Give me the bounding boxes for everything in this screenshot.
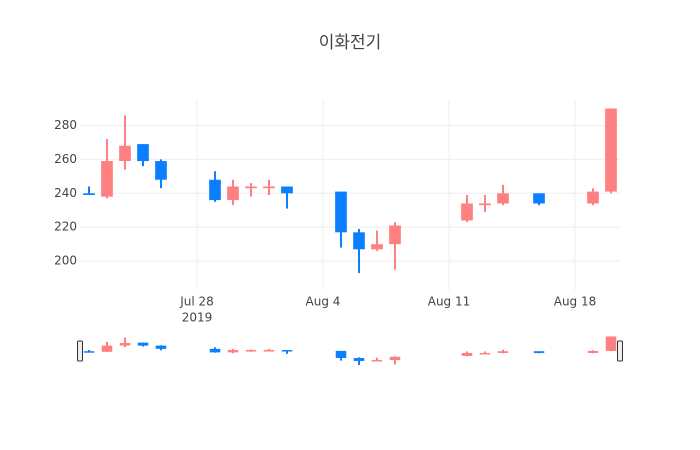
candle-body (281, 186, 293, 194)
chart-title: 이화전기 (319, 33, 382, 53)
y-tick-label: 200 (54, 254, 77, 268)
candle-body (587, 191, 599, 204)
slider-candle-body (371, 360, 383, 362)
slider-candle-body (587, 350, 599, 353)
slider-candle-body (245, 350, 257, 352)
candle-body (101, 161, 113, 197)
slider-candle-body (461, 352, 473, 356)
slider-candle-body (101, 345, 113, 352)
y-tick-label: 240 (54, 186, 77, 200)
slider-candle-body (137, 342, 149, 346)
slider-candle-body (155, 345, 167, 349)
slider-candle-body (263, 350, 275, 352)
x-tick-label: Jul 28 (179, 295, 214, 309)
range-slider-handle[interactable] (77, 340, 83, 362)
slider-candle-body (119, 342, 131, 346)
slider-candle-body (83, 351, 95, 353)
candle-body (209, 179, 221, 201)
candle-body (245, 186, 257, 189)
candle-body (389, 225, 401, 245)
x-tick-sublabel: 2019 (182, 311, 213, 325)
x-tick-label: Aug 4 (306, 295, 341, 309)
slider-candle-body (209, 348, 221, 353)
y-tick-label: 280 (54, 118, 77, 132)
slider-candle-body (281, 350, 293, 352)
candle-body (353, 232, 365, 250)
candle-body (533, 193, 545, 204)
slider-candle-body (497, 351, 509, 353)
slider-candle-body (227, 350, 239, 353)
x-tick-label: Aug 11 (428, 295, 471, 309)
slider-candle-body (605, 336, 617, 351)
slider-candle-body (533, 351, 545, 353)
y-tick-label: 260 (54, 152, 77, 166)
slider-candle-body (389, 356, 401, 361)
candle-body (605, 108, 617, 192)
candle-body (371, 244, 383, 250)
y-tick-label: 220 (54, 220, 77, 234)
candle-body (227, 186, 239, 201)
candle-body (119, 145, 131, 162)
candle-body (83, 193, 95, 195)
candle-body (335, 191, 347, 233)
candle-body (137, 144, 149, 162)
candle-body (497, 193, 509, 204)
candle-body (479, 203, 491, 206)
slider-candle-body (479, 352, 491, 355)
slider-candle-body (353, 357, 365, 361)
slider-candle-body (335, 350, 347, 358)
candle-body (263, 186, 275, 189)
candle-body (461, 203, 473, 221)
candle-body (155, 161, 167, 180)
range-slider-handle[interactable] (617, 340, 623, 362)
x-tick-label: Aug 18 (554, 295, 597, 309)
